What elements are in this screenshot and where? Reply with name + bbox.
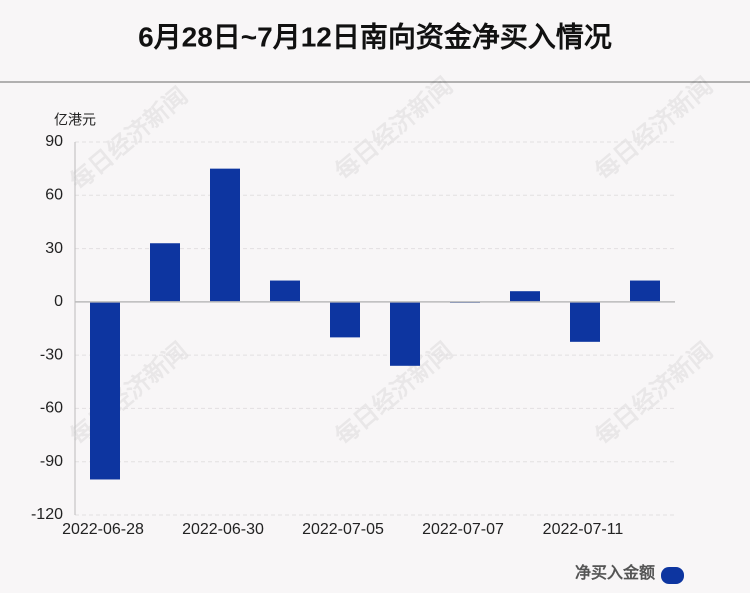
legend-swatch xyxy=(661,567,684,584)
x-tick-label: 2022-07-05 xyxy=(302,521,384,538)
y-axis-unit: 亿港元 xyxy=(54,112,96,128)
y-tick-label: -90 xyxy=(40,453,63,470)
x-tick-label: 2022-07-11 xyxy=(543,521,624,538)
x-tick-label: 2022-07-07 xyxy=(422,521,504,538)
bar xyxy=(90,301,120,480)
bar xyxy=(270,280,300,302)
chart-title: 6月28日~7月12日南向资金净买入情况 xyxy=(138,20,612,52)
bar xyxy=(390,301,420,366)
y-tick-label: 60 xyxy=(45,187,63,204)
x-tick-label: 2022-06-30 xyxy=(182,521,264,538)
x-tick-label: 2022-06-28 xyxy=(62,521,144,538)
bar xyxy=(210,168,240,302)
bar xyxy=(330,301,360,338)
y-tick-label: -60 xyxy=(40,400,63,417)
bar xyxy=(150,243,180,302)
bar xyxy=(510,291,540,302)
y-tick-label: -30 xyxy=(40,346,63,363)
y-tick-label: 90 xyxy=(45,133,63,150)
bar xyxy=(630,280,660,302)
y-tick-label: -120 xyxy=(31,506,63,523)
y-tick-label: 30 xyxy=(45,240,63,257)
legend-label: 净买入金额 xyxy=(575,563,655,582)
bar xyxy=(570,301,600,342)
y-tick-label: 0 xyxy=(54,293,63,310)
